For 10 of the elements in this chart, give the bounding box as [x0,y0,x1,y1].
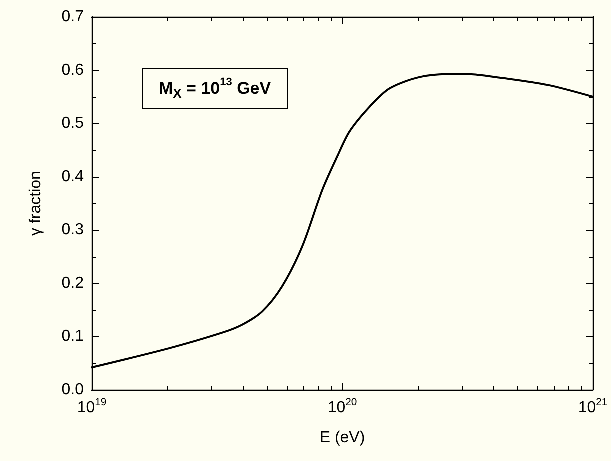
x-axis-title: E (eV) [320,430,366,446]
y-tick-label: 0.5 [62,115,84,132]
y-tick-label: 0.4 [62,168,84,186]
y-axis-title: γ fraction [28,171,44,236]
y-tick-label: 0.0 [62,382,84,398]
y-tick-label: 0.7 [62,8,84,26]
y-tick-label: 0.3 [62,222,84,239]
y-tick-label: 0.1 [62,328,84,346]
y-tick-label: 0.6 [62,62,84,79]
y-tick-label: 0.2 [62,274,84,292]
